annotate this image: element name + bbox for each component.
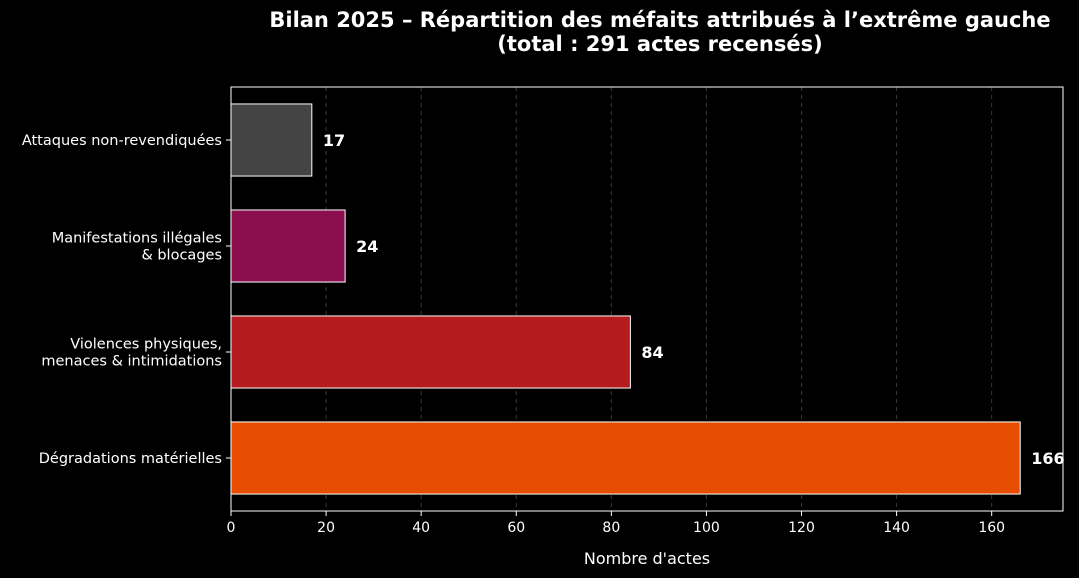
plot-frame xyxy=(230,86,1064,512)
y-category-label: menaces & intimidations xyxy=(41,354,222,370)
y-category-label: Violences physiques, xyxy=(70,337,222,353)
bar-value-label: 17 xyxy=(323,131,345,150)
y-category-label: Attaques non-revendiquées xyxy=(22,133,222,149)
chart-title-line-2: (total : 291 actes recensés) xyxy=(497,32,823,56)
y-category-label: Manifestations illégales xyxy=(52,231,222,247)
x-tick-label: 80 xyxy=(602,520,620,536)
bar xyxy=(230,421,1021,495)
x-tick-label: 60 xyxy=(507,520,525,536)
y-category-label: Dégradations matérielles xyxy=(39,451,222,467)
bar xyxy=(230,209,346,283)
y-axis-categories: Attaques non-revendiquées Manifestations … xyxy=(22,133,231,467)
y-category-label: & blocages xyxy=(141,248,222,264)
x-tick-label: 20 xyxy=(317,520,335,536)
x-tick-label: 120 xyxy=(788,520,815,536)
x-tick-label: 0 xyxy=(227,520,236,536)
bars-group xyxy=(230,103,1021,495)
x-tick-label: 40 xyxy=(412,520,430,536)
data-labels: 17 24 84 166 xyxy=(323,131,1065,468)
x-tick-label: 160 xyxy=(978,520,1005,536)
x-tick-label: 140 xyxy=(883,520,910,536)
chart-title-line-1: Bilan 2025 – Répartition des méfaits att… xyxy=(269,8,1051,32)
bar-value-label: 84 xyxy=(641,343,663,362)
bar xyxy=(230,315,631,389)
x-tick-label: 100 xyxy=(693,520,720,536)
x-axis-title: Nombre d'actes xyxy=(584,549,710,568)
bar-value-label: 24 xyxy=(356,237,378,256)
bar-value-label: 166 xyxy=(1031,449,1064,468)
x-axis-ticks: 0 20 40 60 80 100 120 140 160 xyxy=(227,511,1005,536)
chart-title: Bilan 2025 – Répartition des méfaits att… xyxy=(120,8,1079,56)
bar xyxy=(230,103,313,177)
